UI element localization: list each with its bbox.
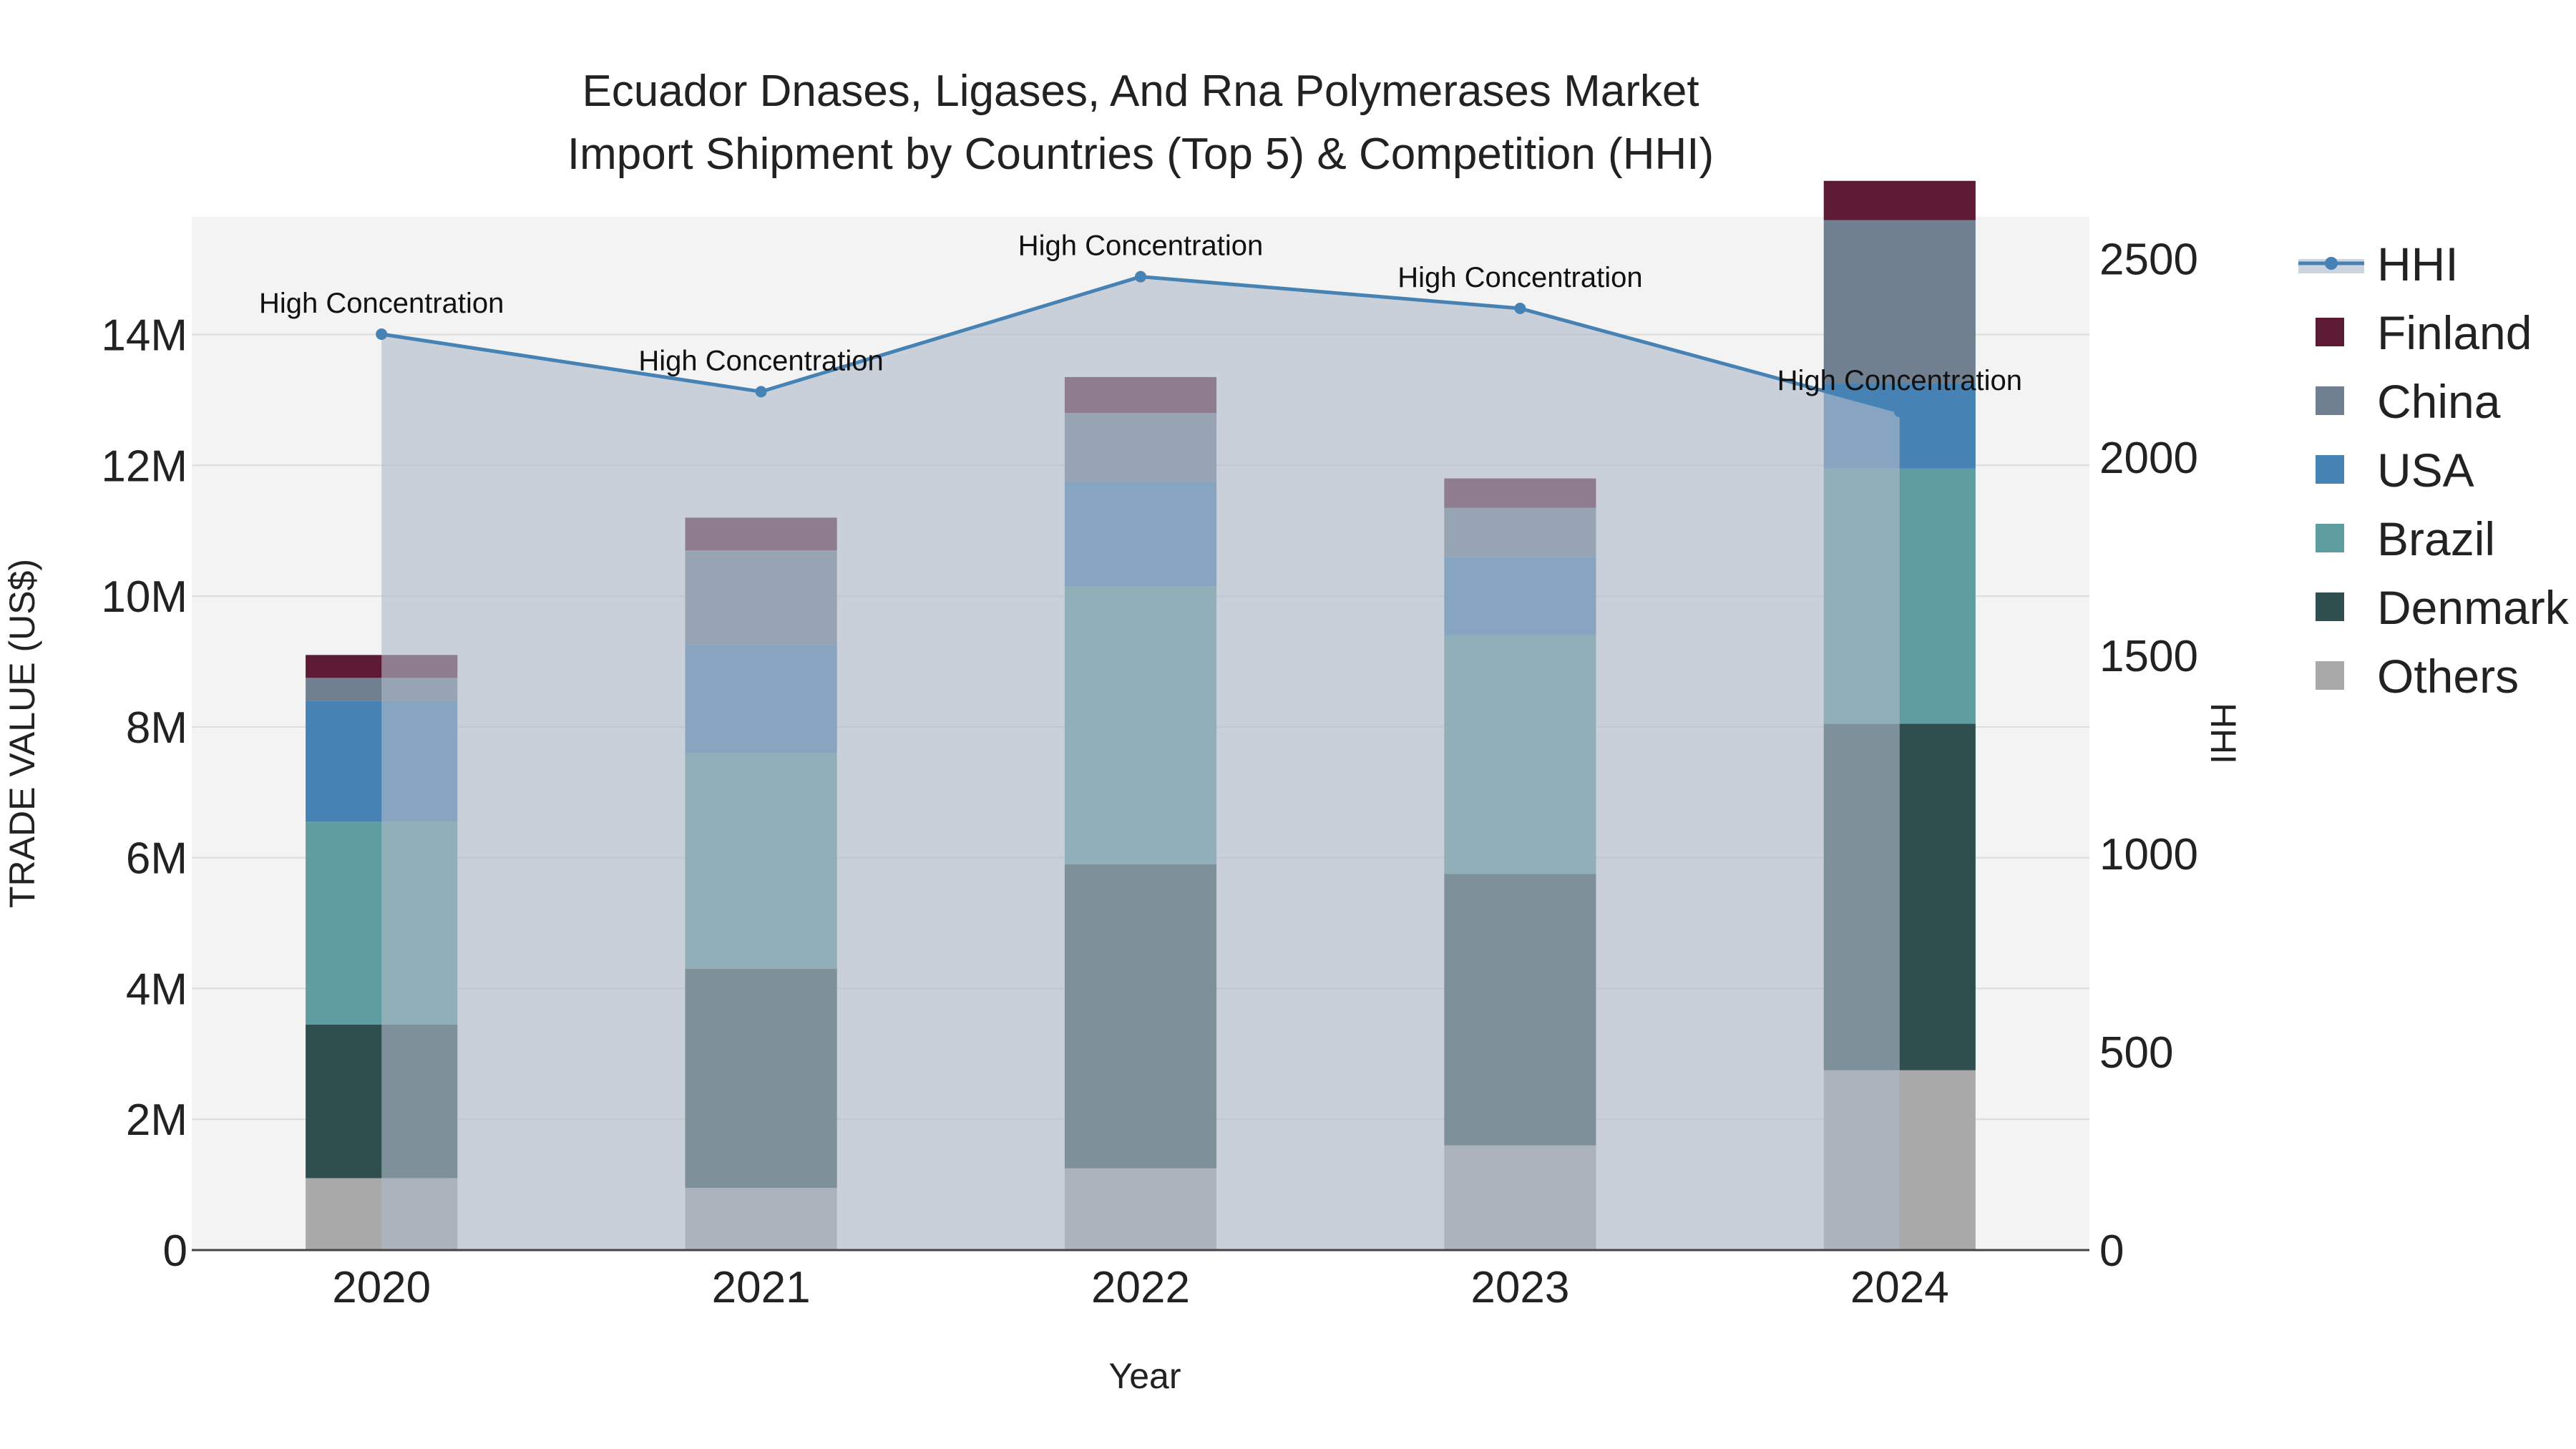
hhi-point-2022: [1135, 270, 1146, 283]
y-axis-title: TRADE VALUE (US$): [2, 559, 42, 908]
hhi-point-2024: [1893, 406, 1906, 418]
x-tick-label: 2022: [1091, 1263, 1190, 1312]
y-tick-label: 0: [163, 1226, 187, 1276]
legend-hhi-marker: [2325, 257, 2338, 270]
x-tick-label: 2024: [1850, 1263, 1949, 1312]
hhi-annotation-2021: High Concentration: [638, 345, 883, 376]
x-axis-ticks: 2020 2021 2022 2023 2024: [332, 1263, 1949, 1312]
legend-label-brazil: Brazil: [2377, 512, 2495, 565]
chart-title-line1: Ecuador Dnases, Ligases, And Rna Polymer…: [582, 67, 1699, 116]
x-tick-label: 2020: [332, 1263, 431, 1312]
y2-tick-label: 1500: [2099, 632, 2198, 681]
y2-tick-label: 500: [2099, 1028, 2173, 1078]
hhi-annotation-2023: High Concentration: [1397, 262, 1642, 293]
legend-swatch-finland: [2316, 318, 2344, 346]
y2-axis-ticks: 0 500 1000 1500 2000 2500: [2099, 235, 2198, 1276]
legend-label-others: Others: [2377, 650, 2519, 703]
legend-label-finland: Finland: [2377, 306, 2532, 359]
hhi-layer: High Concentration High Concentration High…: [259, 230, 2022, 1251]
y2-tick-label: 2500: [2099, 235, 2198, 285]
legend: HHI Finland China USA Brazil Denmark Others: [2298, 238, 2570, 703]
y2-axis-title: HHI: [2203, 703, 2243, 764]
legend-swatch-china: [2316, 386, 2344, 415]
legend-label-china: China: [2377, 375, 2501, 428]
x-axis-title: Year: [1108, 1356, 1181, 1396]
hhi-annotation-2022: High Concentration: [1018, 230, 1263, 262]
y-tick-label: 2M: [126, 1096, 187, 1145]
hhi-point-2020: [376, 328, 388, 341]
y2-tick-label: 0: [2099, 1226, 2124, 1276]
legend-swatch-denmark: [2316, 592, 2344, 621]
hhi-point-2023: [1514, 302, 1526, 314]
y2-tick-label: 1000: [2099, 830, 2198, 879]
y-tick-label: 8M: [126, 703, 187, 753]
hhi-point-2021: [755, 386, 767, 398]
bar-finland-2024: [1823, 180, 1976, 220]
legend-label-denmark: Denmark: [2377, 581, 2570, 634]
legend-label-usa: USA: [2377, 444, 2474, 497]
hhi-area: [381, 276, 1900, 1251]
y2-tick-label: 2000: [2099, 434, 2198, 483]
bar-china-2024: [1823, 220, 1976, 384]
hhi-annotation-2024: High Concentration: [1777, 365, 2022, 396]
y-tick-label: 12M: [101, 441, 187, 491]
y-tick-label: 6M: [126, 834, 187, 884]
y-tick-label: 14M: [101, 311, 187, 361]
legend-label-hhi: HHI: [2377, 238, 2459, 291]
x-tick-label: 2023: [1470, 1263, 1569, 1312]
y-tick-label: 10M: [101, 572, 187, 622]
legend-swatch-usa: [2316, 455, 2344, 484]
legend-swatch-brazil: [2316, 524, 2344, 552]
y-axis-ticks: 0 2M 4M 6M 8M 10M 12M 14M: [101, 311, 187, 1276]
x-tick-label: 2021: [712, 1263, 811, 1312]
y-tick-label: 4M: [126, 965, 187, 1014]
hhi-annotation-2020: High Concentration: [259, 288, 504, 319]
legend-swatch-others: [2316, 661, 2344, 690]
chart-title-line2: Import Shipment by Countries (Top 5) & C…: [567, 130, 1714, 179]
